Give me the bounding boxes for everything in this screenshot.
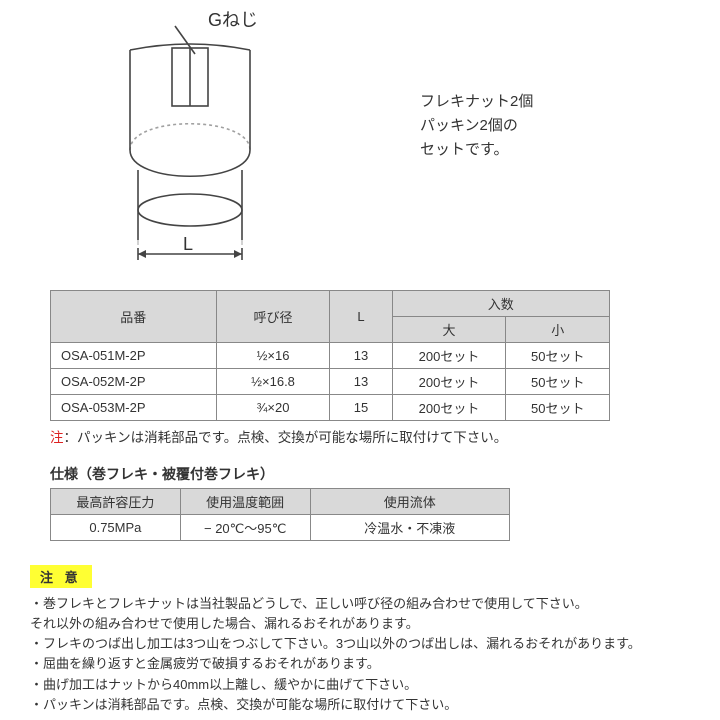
- th-dia: 呼び径: [216, 291, 330, 343]
- caution-item: ・曲げ加工はナットから40mm以上離し、緩やかに曲げて下さい。: [30, 675, 700, 695]
- shiyou-td-0: 0.75MPa: [51, 515, 181, 541]
- th-code: 品番: [51, 291, 217, 343]
- side-text-2: パッキン2個の: [420, 114, 533, 138]
- diagram-dimension-L: L: [183, 234, 193, 254]
- diagram-label-g: Gねじ: [208, 6, 258, 32]
- shiyou-table: 最高許容圧力 使用温度範囲 使用流体 0.75MPa − 20℃〜95℃ 冷温水…: [50, 488, 510, 541]
- shiyou-th-2: 使用流体: [310, 489, 509, 515]
- diagram-description: フレキナット2個 パッキン2個の セットです。: [420, 90, 533, 162]
- caution-item: ・巻フレキとフレキナットは当社製品どうしで、正しい呼び径の組み合わせで使用して下…: [30, 594, 700, 614]
- th-qty-l: 大: [392, 317, 506, 343]
- caution-item: ・フレキのつば出し加工は3つ山をつぶして下さい。3つ山以外のつば出しは、漏れるお…: [30, 634, 700, 654]
- th-qty-s: 小: [506, 317, 610, 343]
- note-prefix: 注: [50, 430, 64, 445]
- caution-item: それ以外の組み合わせで使用した場合、漏れるおそれがあります。: [30, 614, 700, 634]
- table-row: OSA-052M-2P ½×16.8 13 200セット 50セット: [51, 369, 610, 395]
- shiyou-label: 仕様（巻フレキ・被覆付巻フレキ）: [50, 464, 700, 484]
- caution-list: ・巻フレキとフレキナットは当社製品どうしで、正しい呼び径の組み合わせで使用して下…: [30, 594, 700, 715]
- caution-item: ・パッキンは消耗部品です。点検、交換が可能な場所に取付けて下さい。: [30, 695, 700, 715]
- shiyou-th-1: 使用温度範囲: [180, 489, 310, 515]
- shiyou-td-2: 冷温水・不凍液: [310, 515, 509, 541]
- side-text-3: セットです。: [420, 138, 533, 162]
- shiyou-td-1: − 20℃〜95℃: [180, 515, 310, 541]
- th-L: L: [330, 291, 392, 343]
- side-text-1: フレキナット2個: [420, 90, 533, 114]
- spec-table: 品番 呼び径 L 入数 大 小 OSA-051M-2P ½×16 13 200セ…: [50, 290, 610, 421]
- table-row: OSA-051M-2P ½×16 13 200セット 50セット: [51, 343, 610, 369]
- caution-item: ・屈曲を繰り返すと金属疲労で破損するおそれがあります。: [30, 654, 700, 674]
- technical-diagram: Gねじ: [120, 10, 360, 270]
- table-row: OSA-053M-2P ¾×20 15 200セット 50セット: [51, 395, 610, 421]
- caution-label: 注 意: [30, 565, 92, 588]
- diagram-area: Gねじ: [20, 10, 700, 270]
- note-line: 注：パッキンは消耗部品です。点検、交換が可能な場所に取付けて下さい。: [50, 426, 700, 446]
- th-qty: 入数: [392, 291, 609, 317]
- note-text: ：パッキンは消耗部品です。点検、交換が可能な場所に取付けて下さい。: [64, 430, 508, 445]
- diagram-svg: L: [120, 10, 320, 270]
- shiyou-th-0: 最高許容圧力: [51, 489, 181, 515]
